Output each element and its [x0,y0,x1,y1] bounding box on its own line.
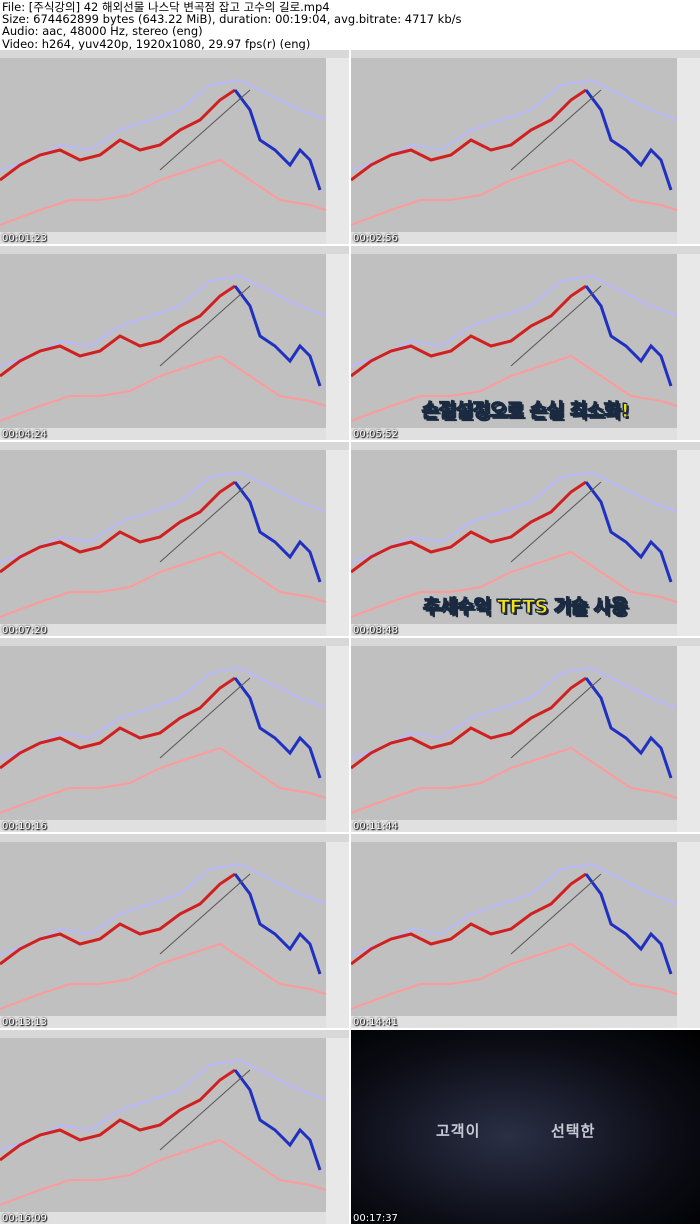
video-frame: 고객이 선택한 00:17:37 [351,1030,700,1224]
video-frame: 00:16:09 [0,1030,349,1224]
chart-screenshot [0,638,349,832]
timestamp: 00:13:13 [2,1017,47,1028]
intro-text: 고객이 [436,1122,481,1140]
caption-part: 으로 손실 [489,400,570,423]
caption-part: 최소화! [569,400,630,423]
chart-screenshot [351,50,700,244]
caption: 추세수익 TFTS 기술 사용 [351,592,700,619]
video-frame: 00:10:16 [0,638,349,832]
chart-screenshot [0,442,349,636]
timestamp: 00:17:37 [353,1213,398,1224]
video-frame: 00:14:41 [351,834,700,1028]
info-line: Audio: aac, 48000 Hz, stereo (eng) [2,24,203,39]
video-frame: 손절설정으로 손실 최소화! 00:05:52 [351,246,700,440]
timestamp: 00:08:48 [353,625,398,636]
caption-part: TFTS [497,596,549,619]
video-frame: 00:11:44 [351,638,700,832]
intro-text: 선택한 [551,1122,596,1140]
video-frame: 00:13:13 [0,834,349,1028]
caption-part: 추세수익 [423,596,498,619]
timestamp: 00:10:16 [2,821,47,832]
video-frame: 00:04:24 [0,246,349,440]
info-line: Size: 674462899 bytes (643.22 MiB), dura… [2,12,462,27]
video-frame: 추세수익 TFTS 기술 사용 00:08:48 [351,442,700,636]
caption-part: 기술 사용 [547,596,629,619]
timestamp: 00:01:23 [2,233,47,244]
chart-screenshot [351,638,700,832]
timestamp: 00:04:24 [2,429,47,440]
caption: 손절설정으로 손실 최소화! [351,396,700,423]
timestamp: 00:07:20 [2,625,47,636]
file-info: File: [주식강의] 42 해외선물 나스닥 변곡점 잡고 고수의 길로.m… [2,1,462,50]
chart-screenshot [0,834,349,1028]
chart-screenshot [0,246,349,440]
chart-screenshot [0,1030,349,1224]
timestamp: 00:14:41 [353,1017,398,1028]
timestamp: 00:11:44 [353,821,398,832]
info-line: File: [주식강의] 42 해외선물 나스닥 변곡점 잡고 고수의 길로.m… [2,0,330,14]
timestamp: 00:16:09 [2,1213,47,1224]
chart-screenshot [351,834,700,1028]
chart-screenshot [0,50,349,244]
video-frame: 00:02:56 [351,50,700,244]
timestamp: 00:05:52 [353,429,398,440]
video-frame: 00:01:23 [0,50,349,244]
video-frame: 00:07:20 [0,442,349,636]
timestamp: 00:02:56 [353,233,398,244]
info-line: Video: h264, yuv420p, 1920x1080, 29.97 f… [2,36,311,51]
caption-part: 손절설정 [421,400,490,423]
